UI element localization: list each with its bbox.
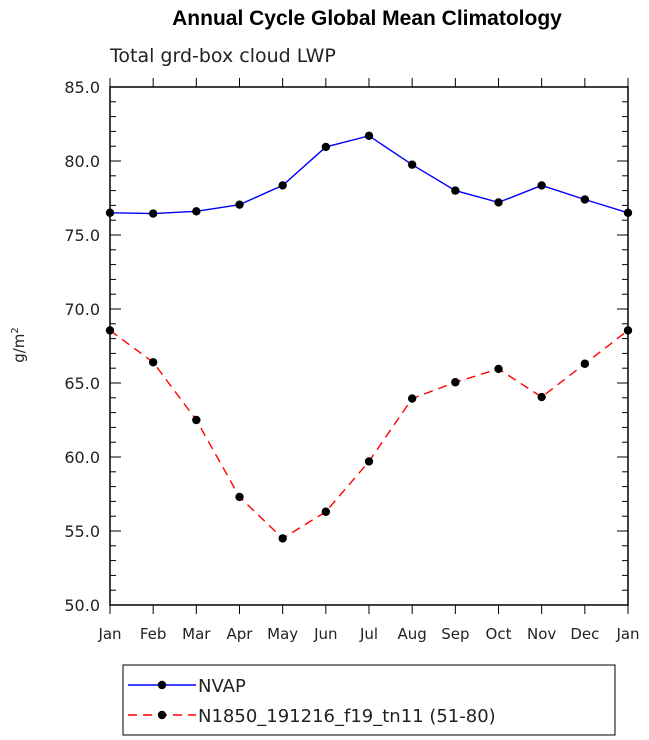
data-point	[235, 200, 244, 209]
y-tick-label: 75.0	[64, 226, 100, 245]
axis-ticks	[109, 78, 629, 614]
x-tick-label: Apr	[227, 625, 254, 643]
series-layer	[105, 131, 633, 543]
x-tick-label: Dec	[570, 625, 599, 643]
x-tick-label: Jul	[359, 625, 378, 643]
series-line-1	[109, 135, 629, 215]
x-tick-label: Jan	[97, 625, 121, 643]
legend-label: N1850_191216_f19_tn11 (51-80)	[198, 706, 496, 727]
y-tick-label: 65.0	[64, 374, 100, 393]
x-tick-label: Feb	[140, 625, 167, 643]
data-point	[148, 209, 158, 218]
y-tick-label: 55.0	[64, 522, 100, 541]
legend: NVAP N1850_191216_f19_tn11 (51-80)	[122, 664, 616, 736]
x-tick-label: Jun	[313, 625, 337, 643]
x-tick-label: Jan	[615, 625, 639, 643]
legend-marker	[157, 710, 167, 720]
data-point	[148, 358, 158, 367]
data-point	[537, 181, 546, 190]
x-tick-label: Mar	[182, 625, 211, 643]
data-point	[192, 415, 201, 425]
data-point	[235, 492, 244, 502]
legend-box	[122, 664, 616, 736]
data-point	[451, 186, 460, 195]
data-point	[321, 507, 331, 516]
data-point	[321, 142, 331, 152]
x-tick-label: May	[267, 625, 298, 643]
data-point	[364, 131, 374, 141]
data-point	[278, 181, 287, 190]
y-axis-label-text: g/m	[10, 334, 28, 363]
y-tick-label: 85.0	[64, 78, 100, 97]
data-point	[494, 364, 503, 374]
chart-subtitle: Total grd-box cloud LWP	[109, 45, 336, 67]
y-tick-label: 80.0	[64, 152, 100, 171]
x-tick-label: Oct	[486, 625, 512, 643]
data-point	[407, 394, 417, 403]
svg-text:g/m2: g/m2	[10, 327, 28, 363]
data-point	[278, 534, 287, 543]
plot-frame	[109, 86, 629, 606]
chart-title: Annual Cycle Global Mean Climatology	[172, 7, 562, 30]
x-tick-label: Aug	[398, 625, 427, 643]
data-point	[494, 198, 503, 207]
data-point	[580, 359, 590, 368]
x-tick-labels: Jan Feb Mar Apr May Jun Jul Aug Sep Oct Nov Dec Jan	[97, 625, 639, 643]
data-point	[580, 195, 590, 204]
y-tick-label: 70.0	[64, 300, 100, 319]
data-point	[192, 207, 201, 216]
y-axis-label-superscript: 2	[10, 327, 21, 333]
y-tick-label: 60.0	[64, 448, 100, 467]
legend-label: NVAP	[198, 676, 246, 697]
x-tick-label: Nov	[527, 625, 556, 643]
data-point	[407, 160, 417, 169]
x-tick-label: Sep	[441, 625, 469, 643]
data-point	[537, 392, 546, 402]
y-tick-label: 50.0	[64, 596, 100, 615]
data-point	[451, 378, 460, 387]
legend-marker	[157, 680, 167, 690]
data-point	[364, 457, 374, 466]
y-tick-labels: 50.0 55.0 60.0 65.0 70.0 75.0 80.0 85.0	[64, 78, 100, 615]
y-axis-label: g/m2	[10, 327, 28, 363]
series-line-2	[109, 329, 629, 540]
